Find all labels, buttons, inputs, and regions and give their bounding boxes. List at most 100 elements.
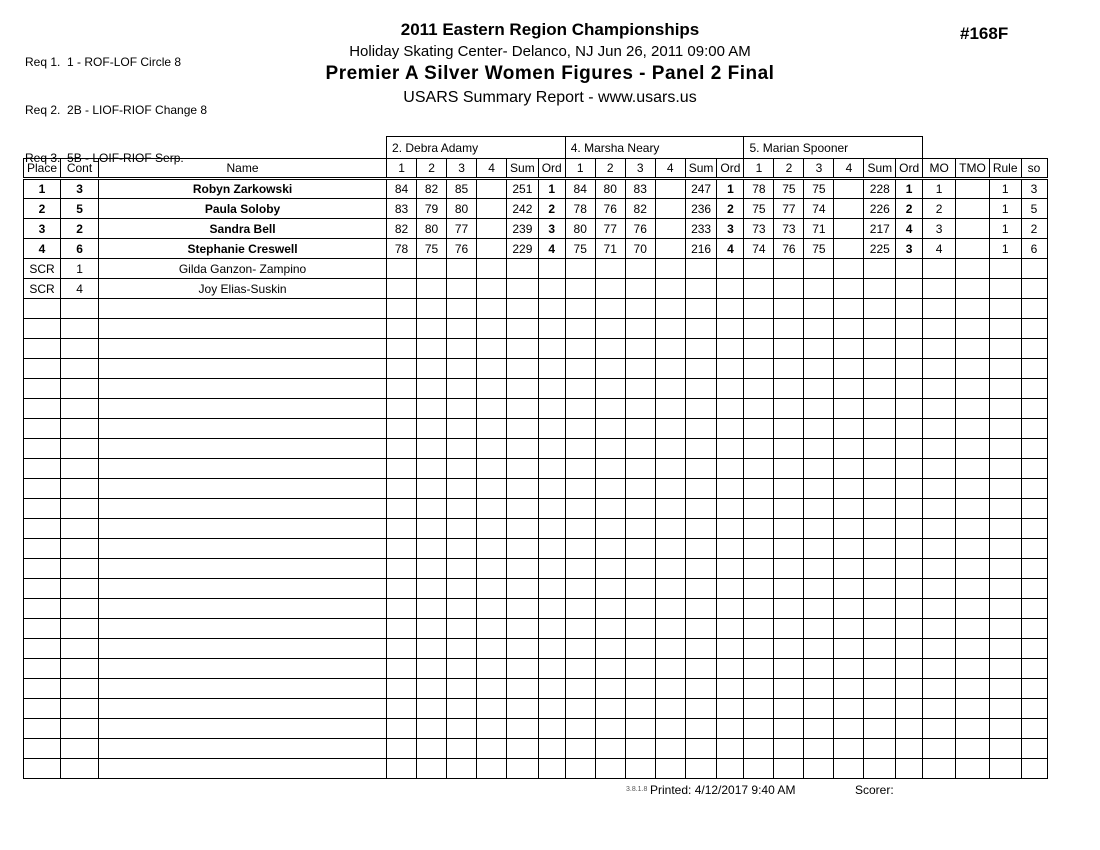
judge2-score-cell [684, 518, 718, 539]
judge3-score-cell [773, 658, 805, 679]
judge1-score4-cell [476, 238, 508, 259]
judge3-ord-cell: 1 [895, 178, 924, 199]
judge1-score-cell [476, 698, 508, 719]
judge1-score-cell [506, 578, 539, 599]
judge3-score-cell [833, 378, 865, 399]
judge2-score-cell [684, 538, 718, 559]
judge2-ord-cell [716, 498, 745, 519]
judge1-ord-cell [537, 318, 566, 339]
mo-cell [922, 298, 957, 319]
mo-cell [922, 698, 957, 719]
empty-row [22, 358, 1048, 379]
judge3-score4-cell [833, 218, 865, 239]
judge1-score1-cell: 82 [386, 218, 418, 239]
judge1-ord-cell [537, 638, 566, 659]
judge1-score-cell [416, 738, 448, 759]
judge2-score-cell [684, 738, 718, 759]
judge3-ord-cell [895, 358, 924, 379]
judge1-score-cell [416, 318, 448, 339]
judge2-score-cell [684, 398, 718, 419]
column-header-row: Place Cont Name 1 2 3 4 Sum Ord 1 2 3 4 Sum Ord 1 2 3 4 Sum… [22, 158, 1048, 180]
judge2-ord-cell [716, 318, 745, 339]
judge1-ord-cell [537, 518, 566, 539]
judge3-score-cell [803, 758, 835, 779]
judge2-score-cell [624, 658, 656, 679]
so-cell [1020, 658, 1048, 679]
judge1-ord-cell [537, 758, 566, 779]
judge1-score-cell [476, 758, 508, 779]
so-cell [1020, 418, 1048, 439]
judge2-score-cell [564, 738, 596, 759]
judge1-score-cell [416, 458, 448, 479]
judge3-ord-cell [895, 378, 924, 399]
cont-cell: 2 [60, 218, 100, 239]
judge3-score-cell [773, 378, 805, 399]
judge2-ord-cell [716, 358, 745, 379]
place-cell [22, 438, 62, 459]
judge3-score-cell [803, 378, 835, 399]
judge2-ord-cell [716, 478, 745, 499]
tmo-cell [955, 598, 990, 619]
judge3-score-cell [803, 298, 835, 319]
rule-cell [988, 418, 1022, 439]
judge2-score-cell [684, 578, 718, 599]
tmo-cell [955, 258, 990, 279]
judge2-score2-cell: 71 [594, 238, 626, 259]
judge1-score-cell [416, 698, 448, 719]
judge3-score-cell [803, 338, 835, 359]
judge1-score-cell [506, 438, 539, 459]
judge3-score2-cell: 76 [773, 238, 805, 259]
judge3-score-cell [863, 478, 897, 499]
rule-cell [988, 598, 1022, 619]
judge2-score-cell [564, 758, 596, 779]
judge3-ord-cell [895, 438, 924, 459]
judge3-score-cell [833, 318, 865, 339]
cont-cell: 5 [60, 198, 100, 219]
so-cell [1020, 498, 1048, 519]
judge3-ord-cell [895, 538, 924, 559]
place-cell [22, 478, 62, 499]
result-row: 4 6 Stephanie Creswell 78 75 76 229 4 75 71 70 216 4… [22, 238, 1048, 259]
judge2-score-cell [624, 438, 656, 459]
judge1-score1-cell: 84 [386, 178, 418, 199]
judge3-score4-cell [833, 198, 865, 219]
tmo-cell [955, 698, 990, 719]
judge2-ord-cell [716, 378, 745, 399]
scratched-skater-row: SCR 4 Joy Elias-Suskin [22, 278, 1048, 299]
judge1-score-cell [446, 498, 478, 519]
judge3-score-cell [863, 358, 897, 379]
rule-cell: 1 [988, 178, 1022, 199]
judge1-score-cell [506, 338, 539, 359]
tmo-cell [955, 438, 990, 459]
judge2-score-cell [624, 638, 656, 659]
judge2-score-cell [564, 338, 596, 359]
judge1-score5-header: Sum [506, 158, 539, 180]
judge2-score4-cell [654, 278, 686, 299]
requirement-line-1: Req 1. 1 - ROF-LOF Circle 8 [25, 55, 182, 69]
judge3-score-cell [863, 758, 897, 779]
judge2-score2-header: 2 [594, 158, 626, 180]
judge1-ord-cell [537, 418, 566, 439]
judge2-score-cell [684, 458, 718, 479]
mo-cell [922, 538, 957, 559]
judge3-ord-cell [895, 258, 924, 279]
judge1-score-cell [416, 298, 448, 319]
judge3-score3-cell: 75 [803, 238, 835, 259]
judge3-score-cell [743, 378, 775, 399]
judge2-ord-cell [716, 338, 745, 359]
judge1-score-cell [416, 718, 448, 739]
judge3-score-cell [833, 478, 865, 499]
judge2-score-cell [624, 478, 656, 499]
rule-cell [988, 378, 1022, 399]
judge1-score-cell [446, 378, 478, 399]
judge1-score-cell [506, 698, 539, 719]
judge3-score-cell [833, 598, 865, 619]
so-cell [1020, 678, 1048, 699]
judge2-score-cell [684, 558, 718, 579]
judge2-score3-cell: 70 [624, 238, 656, 259]
judge2-score-cell [594, 438, 626, 459]
judge3-score1-cell: 74 [743, 238, 775, 259]
judge1-score-cell [446, 738, 478, 759]
judge3-ord-cell [895, 278, 924, 299]
judge2-ord-header: Ord [716, 158, 745, 180]
